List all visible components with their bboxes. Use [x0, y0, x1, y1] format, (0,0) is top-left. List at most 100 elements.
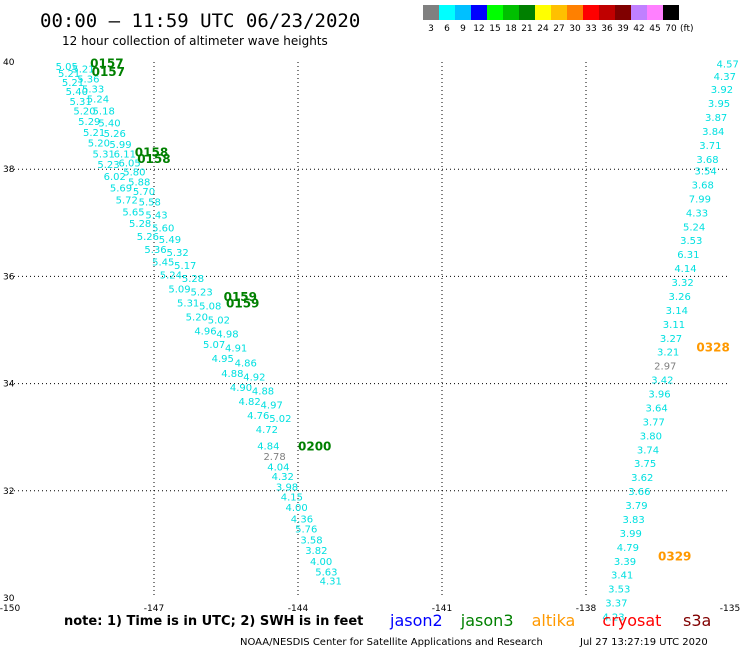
colorbar-label: 3: [428, 24, 434, 34]
wave-height-label: 3.99: [620, 529, 642, 540]
wave-height-label: 4.88: [252, 386, 274, 397]
wave-height-label: 5.18: [93, 107, 115, 118]
colorbar-swatch: [487, 5, 503, 20]
wave-height-label: 3.42: [651, 376, 673, 387]
wave-height-label: 3.77: [643, 417, 665, 428]
y-tick-label: 30: [3, 594, 15, 604]
footer-source: NOAA/NESDIS Center for Satellite Applica…: [240, 637, 543, 648]
colorbar-swatch: [551, 5, 567, 20]
wave-height-label: 4.00: [310, 557, 332, 568]
wave-height-label: 4.82: [238, 397, 260, 408]
wave-height-label: 5.23: [190, 288, 212, 299]
wave-height-label: 3.83: [622, 515, 644, 526]
chart-title: 00:00 – 11:59 UTC 06/23/2020: [40, 10, 360, 32]
colorbar-label: 36: [601, 24, 613, 34]
wave-height-label: 5.24: [87, 95, 109, 106]
wave-height-label: 6.11: [114, 149, 136, 160]
wave-height-label: 5.70: [133, 187, 155, 198]
colorbar-swatch: [663, 5, 679, 20]
wave-height-label: 3.27: [660, 334, 682, 345]
x-tick-label: -144: [288, 604, 309, 614]
wave-height-label: 5.21: [58, 69, 80, 80]
wave-height-label: 3.79: [625, 501, 647, 512]
wave-height-label: 5.21: [83, 128, 105, 139]
colorbar-swatch: [647, 5, 663, 20]
colorbar-swatch: [615, 5, 631, 20]
wave-height-label: 3.92: [711, 85, 733, 96]
wave-height-label: 3.58: [300, 535, 322, 546]
y-tick-label: 38: [3, 165, 15, 175]
colorbar-swatch: [519, 5, 535, 20]
wave-height-label: 4.96: [194, 326, 216, 337]
wave-height-label: 5.80: [123, 168, 145, 179]
wave-height-label: 4.95: [212, 354, 234, 365]
colorbar-swatch: [471, 5, 487, 20]
wave-height-label: 5.05: [56, 62, 78, 73]
wave-height-label: 3.41: [611, 571, 633, 582]
colorbar-unit: (ft): [680, 24, 694, 34]
wave-height-label: 5.33: [82, 85, 104, 96]
wave-height-label: 3.75: [634, 459, 656, 470]
wave-height-label: 5.26: [137, 232, 159, 243]
wave-height-label: 4.90: [230, 383, 252, 394]
legend-satellite-jason3: jason3: [460, 611, 514, 630]
chart-subtitle: 12 hour collection of altimeter wave hei…: [62, 34, 328, 48]
wave-height-label: 5.28: [182, 274, 204, 285]
wave-height-label: 5.07: [203, 340, 225, 351]
wave-height-label: 5.20: [73, 107, 95, 118]
wave-height-label: 4.57: [717, 59, 739, 70]
footer-timestamp: Jul 27 13:27:19 UTC 2020: [579, 637, 708, 648]
wave-height-label: 5.24: [160, 271, 182, 282]
colorbar-label: 18: [505, 24, 517, 34]
wave-height-label: 5.31: [70, 97, 92, 108]
wave-height-label: 4.15: [281, 492, 303, 503]
legend-satellite-jason2: jason2: [389, 611, 443, 630]
wave-height-label: 5.43: [145, 211, 167, 222]
colorbar-label: 21: [521, 24, 532, 34]
colorbar-swatch: [567, 5, 583, 20]
wave-height-label: 5.09: [168, 284, 190, 295]
wave-height-label: 4.00: [286, 503, 308, 514]
wave-height-label: 5.17: [174, 261, 196, 272]
wave-height-label: 4.36: [291, 514, 313, 525]
wave-height-label: 5.28: [129, 219, 151, 230]
wave-height-label: 5.69: [110, 184, 132, 195]
colorbar-label: 15: [489, 24, 500, 34]
wave-height-label: 3.68: [696, 155, 718, 166]
wave-height-label: 5.24: [683, 222, 705, 233]
wave-height-label: 3.66: [628, 487, 650, 498]
wave-height-label: 4.14: [674, 264, 696, 275]
pass-time-label: 0158: [137, 152, 170, 166]
wave-height-label: 4.86: [235, 358, 257, 369]
wave-height-label: 6.02: [104, 172, 126, 183]
wave-height-label: 5.20: [88, 139, 110, 150]
wave-height-label: 4.97: [261, 400, 283, 411]
plot-axes: -150 -147 -144 -141 -138 -135 40 38 36 34 32 30: [0, 58, 740, 614]
x-tick-label: -150: [0, 604, 20, 614]
legend-note: note: 1) Time is in UTC; 2) SWH is in fe…: [64, 614, 363, 629]
wave-height-label: 5.36: [77, 74, 99, 85]
pass-time-label: 0328: [696, 340, 729, 354]
wave-height-label: 3.84: [702, 127, 724, 138]
pass-time-label: 0159: [224, 290, 257, 304]
wave-height-label: 5.23: [97, 160, 119, 171]
legend-satellite-altika: altika: [532, 611, 576, 630]
wave-height-label: 5.60: [152, 223, 174, 234]
wave-height-label: 5.88: [128, 177, 150, 188]
wave-height-label: 3.82: [305, 546, 327, 557]
y-tick-label: 32: [3, 487, 14, 497]
wave-height-label: 4.04: [267, 462, 289, 473]
colorbar-swatch: [439, 5, 455, 20]
colorbar-label: 30: [569, 24, 581, 34]
wave-height-label: 4.84: [257, 442, 279, 453]
colorbar-label: 24: [537, 24, 549, 34]
wave-height-label: 5.21: [72, 65, 94, 76]
wave-height-label: 3.11: [663, 320, 685, 331]
wave-height-label: 5.65: [122, 207, 144, 218]
wave-height-label: 5.45: [152, 258, 174, 269]
colorbar-swatch: [423, 5, 439, 20]
wave-height-label: 5.32: [166, 248, 188, 259]
wave-height-label: 4.91: [225, 343, 247, 354]
colorbar-label: 33: [585, 24, 596, 34]
wave-height-label: 5.49: [159, 235, 181, 246]
